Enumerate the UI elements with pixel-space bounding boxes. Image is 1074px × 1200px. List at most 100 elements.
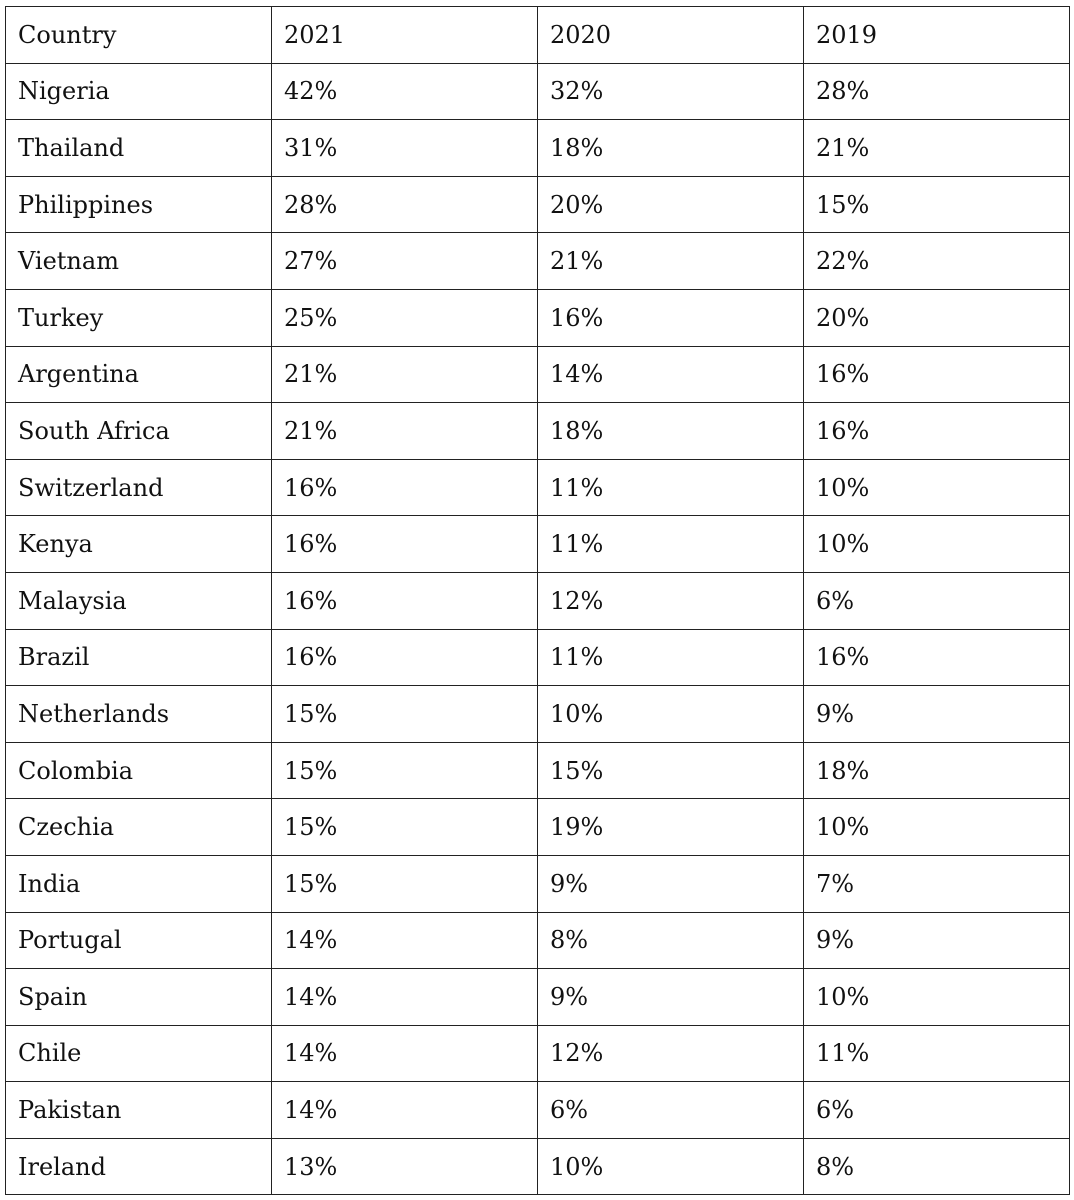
table-row: Ireland 13% 10% 8% xyxy=(5,1137,1070,1196)
value-2021-cell: 13% xyxy=(271,1137,538,1196)
table-row: Pakistan 14% 6% 6% xyxy=(5,1081,1070,1139)
value-2021-cell: 14% xyxy=(271,1024,538,1083)
value-2021-cell: 21% xyxy=(271,402,538,460)
value-2021-cell: 15% xyxy=(271,854,538,913)
country-cell: Ireland xyxy=(5,1137,272,1196)
value-2021-cell: 15% xyxy=(271,741,538,800)
value-2019-cell: 20% xyxy=(803,288,1070,347)
value-2020-cell: 10% xyxy=(537,685,804,743)
value-2020-cell: 9% xyxy=(537,854,804,913)
value-2020-cell: 18% xyxy=(537,402,804,460)
header-2019: 2019 xyxy=(803,6,1070,64)
value-2019-cell: 16% xyxy=(803,628,1070,687)
value-2020-cell: 16% xyxy=(537,288,804,347)
value-2020-cell: 6% xyxy=(537,1081,804,1139)
table-row: Kenya 16% 11% 10% xyxy=(5,515,1070,573)
value-2019-cell: 16% xyxy=(803,345,1070,404)
value-2019-cell: 10% xyxy=(803,458,1070,517)
table-row: Chile 14% 12% 11% xyxy=(5,1024,1070,1083)
country-cell: Chile xyxy=(5,1024,272,1083)
data-table: Country 2021 2020 2019 Nigeria 42% 32% 28% T… xyxy=(5,6,1070,1196)
table-row: Philippines 28% 20% 15% xyxy=(5,175,1070,234)
value-2019-cell: 10% xyxy=(803,798,1070,856)
value-2019-cell: 16% xyxy=(803,402,1070,460)
country-cell: Argentina xyxy=(5,345,272,404)
table-row: Spain 14% 9% 10% xyxy=(5,968,1070,1026)
value-2020-cell: 12% xyxy=(537,1024,804,1083)
country-cell: Spain xyxy=(5,968,272,1026)
country-cell: Brazil xyxy=(5,628,272,687)
value-2020-cell: 10% xyxy=(537,1137,804,1196)
value-2021-cell: 16% xyxy=(271,628,538,687)
table-row: Brazil 16% 11% 16% xyxy=(5,628,1070,687)
value-2021-cell: 21% xyxy=(271,345,538,404)
table-row: Netherlands 15% 10% 9% xyxy=(5,685,1070,743)
value-2020-cell: 8% xyxy=(537,911,804,970)
value-2021-cell: 42% xyxy=(271,62,538,121)
country-cell: Kenya xyxy=(5,515,272,573)
table-row: India 15% 9% 7% xyxy=(5,854,1070,913)
value-2019-cell: 7% xyxy=(803,854,1070,913)
country-cell: Portugal xyxy=(5,911,272,970)
country-cell: Czechia xyxy=(5,798,272,856)
value-2019-cell: 11% xyxy=(803,1024,1070,1083)
value-2019-cell: 9% xyxy=(803,911,1070,970)
table-row: Portugal 14% 8% 9% xyxy=(5,911,1070,970)
value-2020-cell: 18% xyxy=(537,119,804,177)
table-row: Turkey 25% 16% 20% xyxy=(5,288,1070,347)
country-cell: South Africa xyxy=(5,402,272,460)
country-cell: Nigeria xyxy=(5,62,272,121)
table-row: Colombia 15% 15% 18% xyxy=(5,741,1070,800)
value-2021-cell: 14% xyxy=(271,1081,538,1139)
value-2020-cell: 19% xyxy=(537,798,804,856)
value-2020-cell: 32% xyxy=(537,62,804,121)
value-2021-cell: 16% xyxy=(271,515,538,573)
value-2020-cell: 9% xyxy=(537,968,804,1026)
value-2020-cell: 11% xyxy=(537,458,804,517)
value-2019-cell: 10% xyxy=(803,515,1070,573)
country-cell: Thailand xyxy=(5,119,272,177)
value-2019-cell: 21% xyxy=(803,119,1070,177)
table-row: Argentina 21% 14% 16% xyxy=(5,345,1070,404)
country-cell: Turkey xyxy=(5,288,272,347)
table-row: Switzerland 16% 11% 10% xyxy=(5,458,1070,517)
value-2019-cell: 28% xyxy=(803,62,1070,121)
value-2019-cell: 22% xyxy=(803,232,1070,290)
table-row: South Africa 21% 18% 16% xyxy=(5,402,1070,460)
value-2021-cell: 15% xyxy=(271,798,538,856)
table-row: Nigeria 42% 32% 28% xyxy=(5,62,1070,121)
country-cell: Netherlands xyxy=(5,685,272,743)
value-2021-cell: 31% xyxy=(271,119,538,177)
header-2020: 2020 xyxy=(537,6,804,64)
value-2020-cell: 11% xyxy=(537,628,804,687)
value-2021-cell: 15% xyxy=(271,685,538,743)
country-cell: Pakistan xyxy=(5,1081,272,1139)
value-2021-cell: 28% xyxy=(271,175,538,234)
value-2021-cell: 14% xyxy=(271,911,538,970)
header-country: Country xyxy=(5,6,272,64)
header-2021: 2021 xyxy=(271,6,538,64)
value-2020-cell: 14% xyxy=(537,345,804,404)
value-2019-cell: 18% xyxy=(803,741,1070,800)
value-2019-cell: 6% xyxy=(803,571,1070,630)
value-2020-cell: 15% xyxy=(537,741,804,800)
country-cell: Malaysia xyxy=(5,571,272,630)
value-2019-cell: 6% xyxy=(803,1081,1070,1139)
value-2020-cell: 12% xyxy=(537,571,804,630)
country-cell: Vietnam xyxy=(5,232,272,290)
value-2021-cell: 25% xyxy=(271,288,538,347)
value-2021-cell: 16% xyxy=(271,458,538,517)
header-row: Country 2021 2020 2019 xyxy=(5,6,1070,64)
value-2021-cell: 16% xyxy=(271,571,538,630)
country-cell: India xyxy=(5,854,272,913)
country-cell: Switzerland xyxy=(5,458,272,517)
value-2020-cell: 20% xyxy=(537,175,804,234)
value-2020-cell: 21% xyxy=(537,232,804,290)
value-2019-cell: 10% xyxy=(803,968,1070,1026)
value-2020-cell: 11% xyxy=(537,515,804,573)
value-2019-cell: 15% xyxy=(803,175,1070,234)
table-row: Czechia 15% 19% 10% xyxy=(5,798,1070,856)
table-row: Malaysia 16% 12% 6% xyxy=(5,571,1070,630)
country-cell: Philippines xyxy=(5,175,272,234)
table-row: Vietnam 27% 21% 22% xyxy=(5,232,1070,290)
